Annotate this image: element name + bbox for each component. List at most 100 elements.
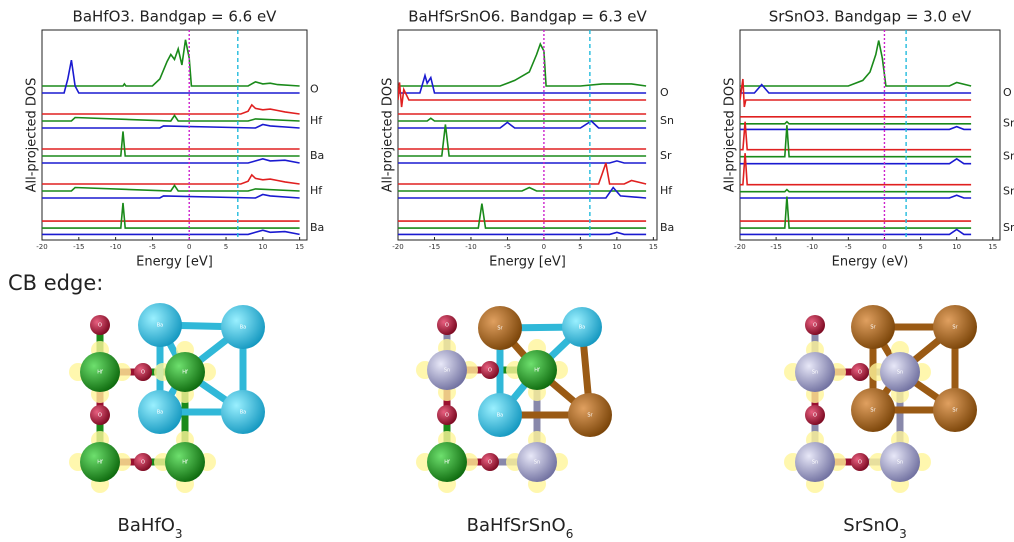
dos-curve bbox=[740, 230, 971, 235]
x-tick-label: -5 bbox=[504, 243, 511, 251]
dos-curve bbox=[42, 175, 300, 184]
dos-curve bbox=[42, 159, 300, 163]
dos-curve bbox=[42, 40, 300, 86]
subscript: 3 bbox=[899, 527, 907, 541]
formula: BaHfO bbox=[117, 515, 174, 536]
atom-label: Sn bbox=[812, 460, 818, 466]
x-tick-label: 10 bbox=[258, 243, 267, 251]
atom-label: Ba bbox=[497, 413, 504, 419]
dos-curve bbox=[42, 115, 300, 121]
dos-curve bbox=[398, 125, 646, 157]
atom-label: O bbox=[813, 413, 817, 419]
x-tick-label: 5 bbox=[578, 243, 582, 251]
y-axis-title: All-projected DOS bbox=[25, 78, 40, 193]
subscript: 3 bbox=[175, 527, 183, 541]
row-label: Sr bbox=[1003, 150, 1014, 163]
x-tick-label: 5 bbox=[918, 243, 922, 251]
atom-label: O bbox=[858, 370, 862, 376]
x-tick-label: 5 bbox=[224, 243, 228, 251]
atom-label: O bbox=[445, 323, 449, 329]
x-axis-title: Energy [eV] bbox=[136, 255, 213, 270]
caption: BaHfSrSnO6 bbox=[467, 515, 574, 541]
atom-label: O bbox=[141, 460, 145, 466]
atom-label: Sn bbox=[897, 460, 903, 466]
atom-label: Ba bbox=[240, 325, 247, 331]
atom-label: O bbox=[98, 413, 102, 419]
atom-label: Ba bbox=[240, 410, 247, 416]
row-label: Hf bbox=[310, 114, 323, 127]
x-tick-label: -15 bbox=[429, 243, 440, 251]
x-tick-label: 15 bbox=[295, 243, 304, 251]
row-label: O bbox=[310, 83, 319, 96]
row-label: Sr bbox=[1003, 221, 1014, 234]
dos-curve bbox=[42, 203, 300, 228]
dos-curve bbox=[740, 41, 971, 87]
dos-curve bbox=[42, 195, 300, 199]
atom-label: Hf bbox=[444, 460, 450, 466]
x-tick-label: -20 bbox=[392, 243, 403, 251]
atom-label: O bbox=[813, 323, 817, 329]
atom-label: O bbox=[488, 460, 492, 466]
caption: BaHfO3 bbox=[117, 515, 182, 541]
dos-curve bbox=[740, 195, 971, 198]
atom-label: Hf bbox=[97, 370, 103, 376]
x-tick-label: -20 bbox=[734, 243, 745, 251]
plot-area bbox=[42, 30, 300, 240]
dos-curve bbox=[740, 197, 971, 229]
row-label: Hf bbox=[660, 184, 673, 197]
atom-label: Sn bbox=[812, 370, 818, 376]
atom-label: O bbox=[858, 460, 862, 466]
chart-title: BaHfO3. Bandgap = 6.6 eV bbox=[73, 8, 278, 26]
row-label: O bbox=[1003, 86, 1012, 99]
dos-curve bbox=[398, 44, 646, 86]
chart-title: BaHfSrSnO6. Bandgap = 6.3 eV bbox=[408, 8, 647, 26]
caption: SrSnO3 bbox=[843, 515, 906, 541]
row-label: Sr bbox=[1003, 116, 1014, 129]
atom-label: Ba bbox=[157, 323, 164, 329]
row-label: Ba bbox=[310, 149, 324, 162]
row-label: Ba bbox=[310, 221, 324, 234]
x-tick-label: -10 bbox=[807, 243, 818, 251]
x-axis-title: Energy [eV] bbox=[489, 255, 566, 270]
dos-curve bbox=[398, 188, 646, 199]
section-label: CB edge: bbox=[8, 271, 103, 295]
dos-curve bbox=[398, 161, 646, 163]
plot-area bbox=[398, 30, 646, 240]
dos-curve bbox=[740, 127, 971, 130]
x-tick-label: -5 bbox=[149, 243, 156, 251]
atom-label: Sn bbox=[534, 460, 540, 466]
dos-curve bbox=[42, 230, 300, 234]
x-tick-label: -5 bbox=[845, 243, 852, 251]
formula: BaHfSrSnO bbox=[467, 515, 566, 536]
x-tick-label: -10 bbox=[465, 243, 476, 251]
atom-label: Hf bbox=[534, 368, 540, 374]
plot-area bbox=[740, 30, 971, 240]
dos-curve bbox=[740, 190, 971, 192]
atom-label: Sn bbox=[444, 368, 450, 374]
dos-curve bbox=[42, 132, 300, 157]
atom-label: Hf bbox=[97, 460, 103, 466]
x-tick-label: 0 bbox=[187, 243, 191, 251]
row-label: O bbox=[660, 86, 669, 99]
atom-label: Hf bbox=[182, 460, 188, 466]
atom-label: O bbox=[488, 368, 492, 374]
y-axis-title: All-projected DOS bbox=[381, 78, 396, 193]
subscript: 6 bbox=[566, 527, 574, 541]
dos-curve bbox=[398, 204, 646, 229]
atom-label: O bbox=[141, 370, 145, 376]
atom-label: O bbox=[98, 323, 102, 329]
x-tick-label: 10 bbox=[952, 243, 961, 251]
dos-curve bbox=[42, 60, 300, 93]
dos-curve bbox=[740, 122, 971, 124]
plot-frame bbox=[740, 30, 1000, 240]
plot-frame bbox=[42, 30, 307, 240]
atom-label: Ba bbox=[157, 410, 164, 416]
x-tick-label: 15 bbox=[988, 243, 997, 251]
x-tick-label: 15 bbox=[649, 243, 658, 251]
x-tick-label: -15 bbox=[73, 243, 84, 251]
atom-label: Sn bbox=[897, 370, 903, 376]
dos-curve bbox=[398, 121, 646, 128]
dos-curve bbox=[740, 122, 971, 150]
row-label: Sr bbox=[660, 149, 672, 162]
x-axis-title: Energy (eV) bbox=[832, 255, 909, 270]
